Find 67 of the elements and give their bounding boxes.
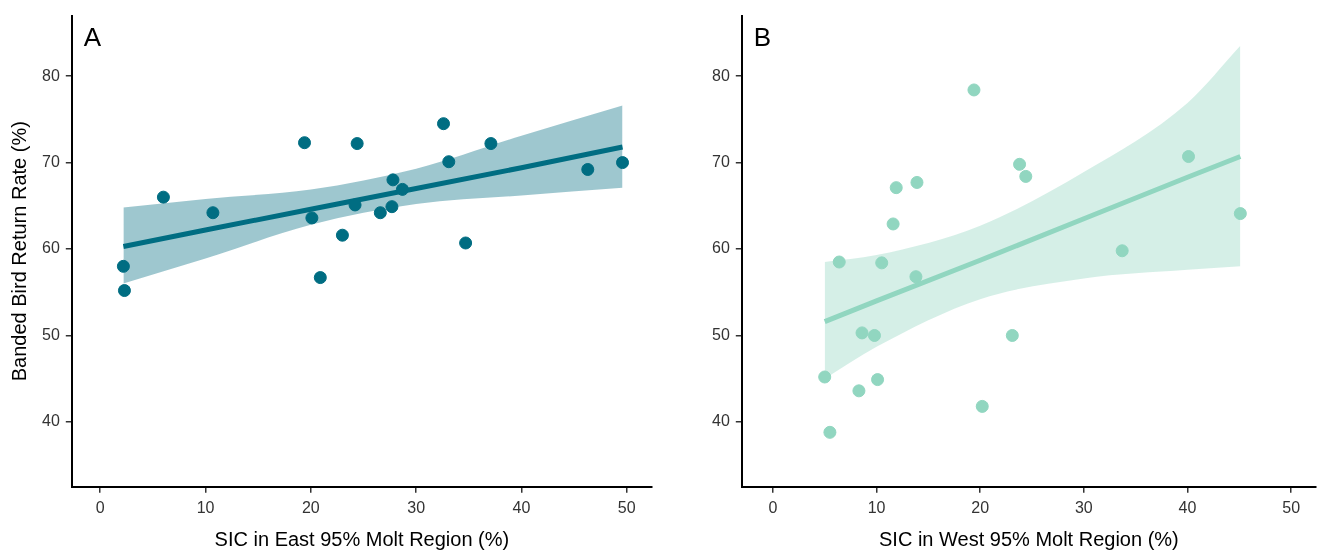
point [348,198,362,212]
point [823,425,837,439]
x-tick-label: 30 [407,498,426,516]
point [1233,207,1247,221]
point [385,200,399,214]
y-tick-label: 80 [712,66,730,84]
point [910,175,924,189]
point [818,370,832,384]
chart-title: A [83,21,102,52]
point [459,236,473,250]
y-tick-label: 40 [42,412,60,430]
point [875,256,889,270]
chart-title: B [753,21,772,52]
y-tick-label: 70 [42,152,60,170]
point [395,182,409,196]
point [1005,329,1019,342]
point [313,271,327,285]
x-tick-label: 0 [95,498,105,516]
point [442,155,456,169]
x-tick-label: 50 [617,498,636,516]
x-tick-label: 20 [971,498,990,516]
point [867,329,881,342]
point [832,255,846,269]
point [1013,157,1027,171]
point [967,83,981,97]
point [909,270,923,284]
point [350,137,364,151]
y-tick-label: 60 [42,239,60,257]
y-tick-label: 50 [712,325,730,343]
point [116,259,130,273]
y-tick-label: 70 [712,152,730,170]
point [1019,169,1033,183]
x-tick-label: 20 [301,498,320,516]
point [855,326,869,340]
x-tick-label: 10 [196,498,215,516]
x-tick-label: 0 [768,498,778,516]
point [616,156,630,170]
point [437,117,451,131]
point [117,284,131,298]
x-axis-title: SIC in West 95% Molt Region (%) [879,527,1179,550]
point [886,217,900,231]
point [975,399,989,413]
point [484,137,498,151]
x-tick-label: 30 [1074,498,1093,516]
point [305,211,319,225]
point [1182,150,1196,164]
point [889,181,903,195]
x-tick-label: 10 [867,498,886,516]
x-tick-label: 40 [512,498,531,516]
y-axis-title: Banded Bird Return Rate (%) [7,121,30,382]
point [871,373,885,387]
y-tick-label: 40 [712,412,730,430]
point [206,206,220,220]
x-tick-label: 40 [1178,498,1197,516]
x-tick-label: 50 [1282,498,1301,516]
point [298,136,312,150]
point [373,206,387,220]
point [581,163,595,176]
x-axis-title: SIC in East 95% Molt Region (%) [214,527,510,550]
y-tick-label: 60 [712,239,730,257]
point [386,173,400,187]
point [156,190,170,204]
point [852,384,866,398]
y-tick-label: 50 [42,325,60,343]
y-tick-label: 80 [42,66,60,84]
point [1115,244,1129,258]
point [335,228,349,242]
